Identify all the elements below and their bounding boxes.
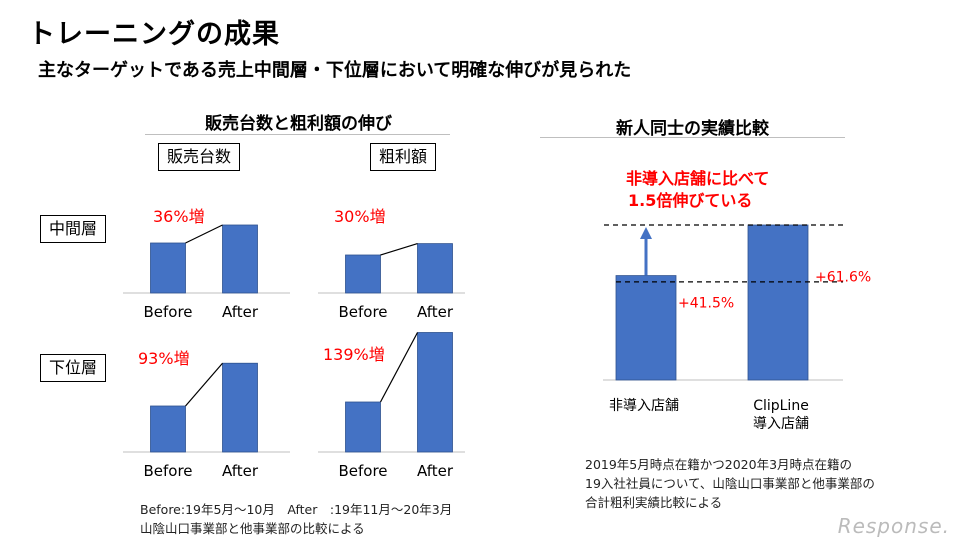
callout-line-1: 非導入店舗に比べて	[626, 169, 770, 188]
growth-connector	[185, 224, 223, 244]
tick-label: Before	[338, 462, 387, 480]
bar	[345, 254, 381, 294]
tick-label: After	[417, 462, 454, 480]
tick-label: After	[222, 462, 259, 480]
page-title: トレーニングの成果	[28, 19, 280, 50]
left-footnote: Before:19年5月～10月 After :19年11月～20年3月 山陰山…	[140, 500, 452, 538]
bar	[417, 332, 453, 453]
growth-arrow-head	[640, 227, 652, 239]
tick-label: After	[417, 303, 454, 321]
data-label: +41.5%	[678, 296, 734, 312]
right-footnote: 2019年5月時点在籍かつ2020年3月時点在籍の 19入社社員について、山陰山…	[585, 455, 875, 512]
row-label-middle: 中間層	[40, 215, 107, 243]
page-subtitle: 主なターゲットである売上中間層・下位層において明確な伸びが見られた	[38, 60, 632, 81]
right-section-title: 新人同士の実績比較	[616, 119, 769, 139]
tick-label: Before	[143, 303, 192, 321]
bar	[222, 224, 258, 294]
bar	[150, 242, 186, 294]
growth-connector	[185, 362, 223, 407]
right-section-rule	[540, 137, 845, 138]
growth-connector	[380, 243, 418, 256]
bar	[615, 275, 677, 381]
data-label: 36%増	[153, 207, 205, 226]
tick-label: ClipLine	[753, 398, 809, 414]
row-label-lower: 下位層	[40, 354, 107, 382]
left-footnote-line-2: 山陰山口事業部と他事業部の比較による	[140, 521, 365, 536]
left-section-title: 販売台数と粗利額の伸び	[205, 114, 392, 134]
tick-label: Before	[338, 303, 387, 321]
response-watermark: Response.	[837, 514, 950, 538]
data-label: 93%増	[138, 349, 190, 368]
tick-label: After	[222, 303, 259, 321]
col-label-units: 販売台数	[158, 143, 241, 171]
tick-label: 非導入店舗	[609, 398, 679, 414]
col-label-profit: 粗利額	[370, 143, 437, 171]
callout: 非導入店舗に比べて 1.5倍伸びている	[626, 168, 769, 212]
data-label: 30%増	[334, 207, 386, 226]
right-footnote-line-1: 2019年5月時点在籍かつ2020年3月時点在籍の	[585, 457, 853, 472]
bar	[747, 224, 809, 381]
growth-connector	[379, 332, 419, 403]
right-footnote-line-2: 19入社社員について、山陰山口事業部と他事業部の	[585, 476, 875, 491]
tick-label: 導入店舗	[753, 416, 809, 432]
right-footnote-line-3: 合計粗利実績比較による	[585, 495, 723, 510]
left-section-rule	[145, 134, 450, 135]
left-footnote-line-1: Before:19年5月～10月 After :19年11月～20年3月	[140, 502, 453, 517]
data-label: +61.6%	[815, 270, 871, 286]
data-label: 139%増	[323, 345, 385, 364]
bar	[345, 401, 381, 453]
bar	[417, 243, 453, 294]
bar	[222, 362, 258, 453]
bar	[150, 405, 186, 453]
callout-line-2: 1.5倍伸びている	[628, 191, 753, 210]
tick-label: Before	[143, 462, 192, 480]
